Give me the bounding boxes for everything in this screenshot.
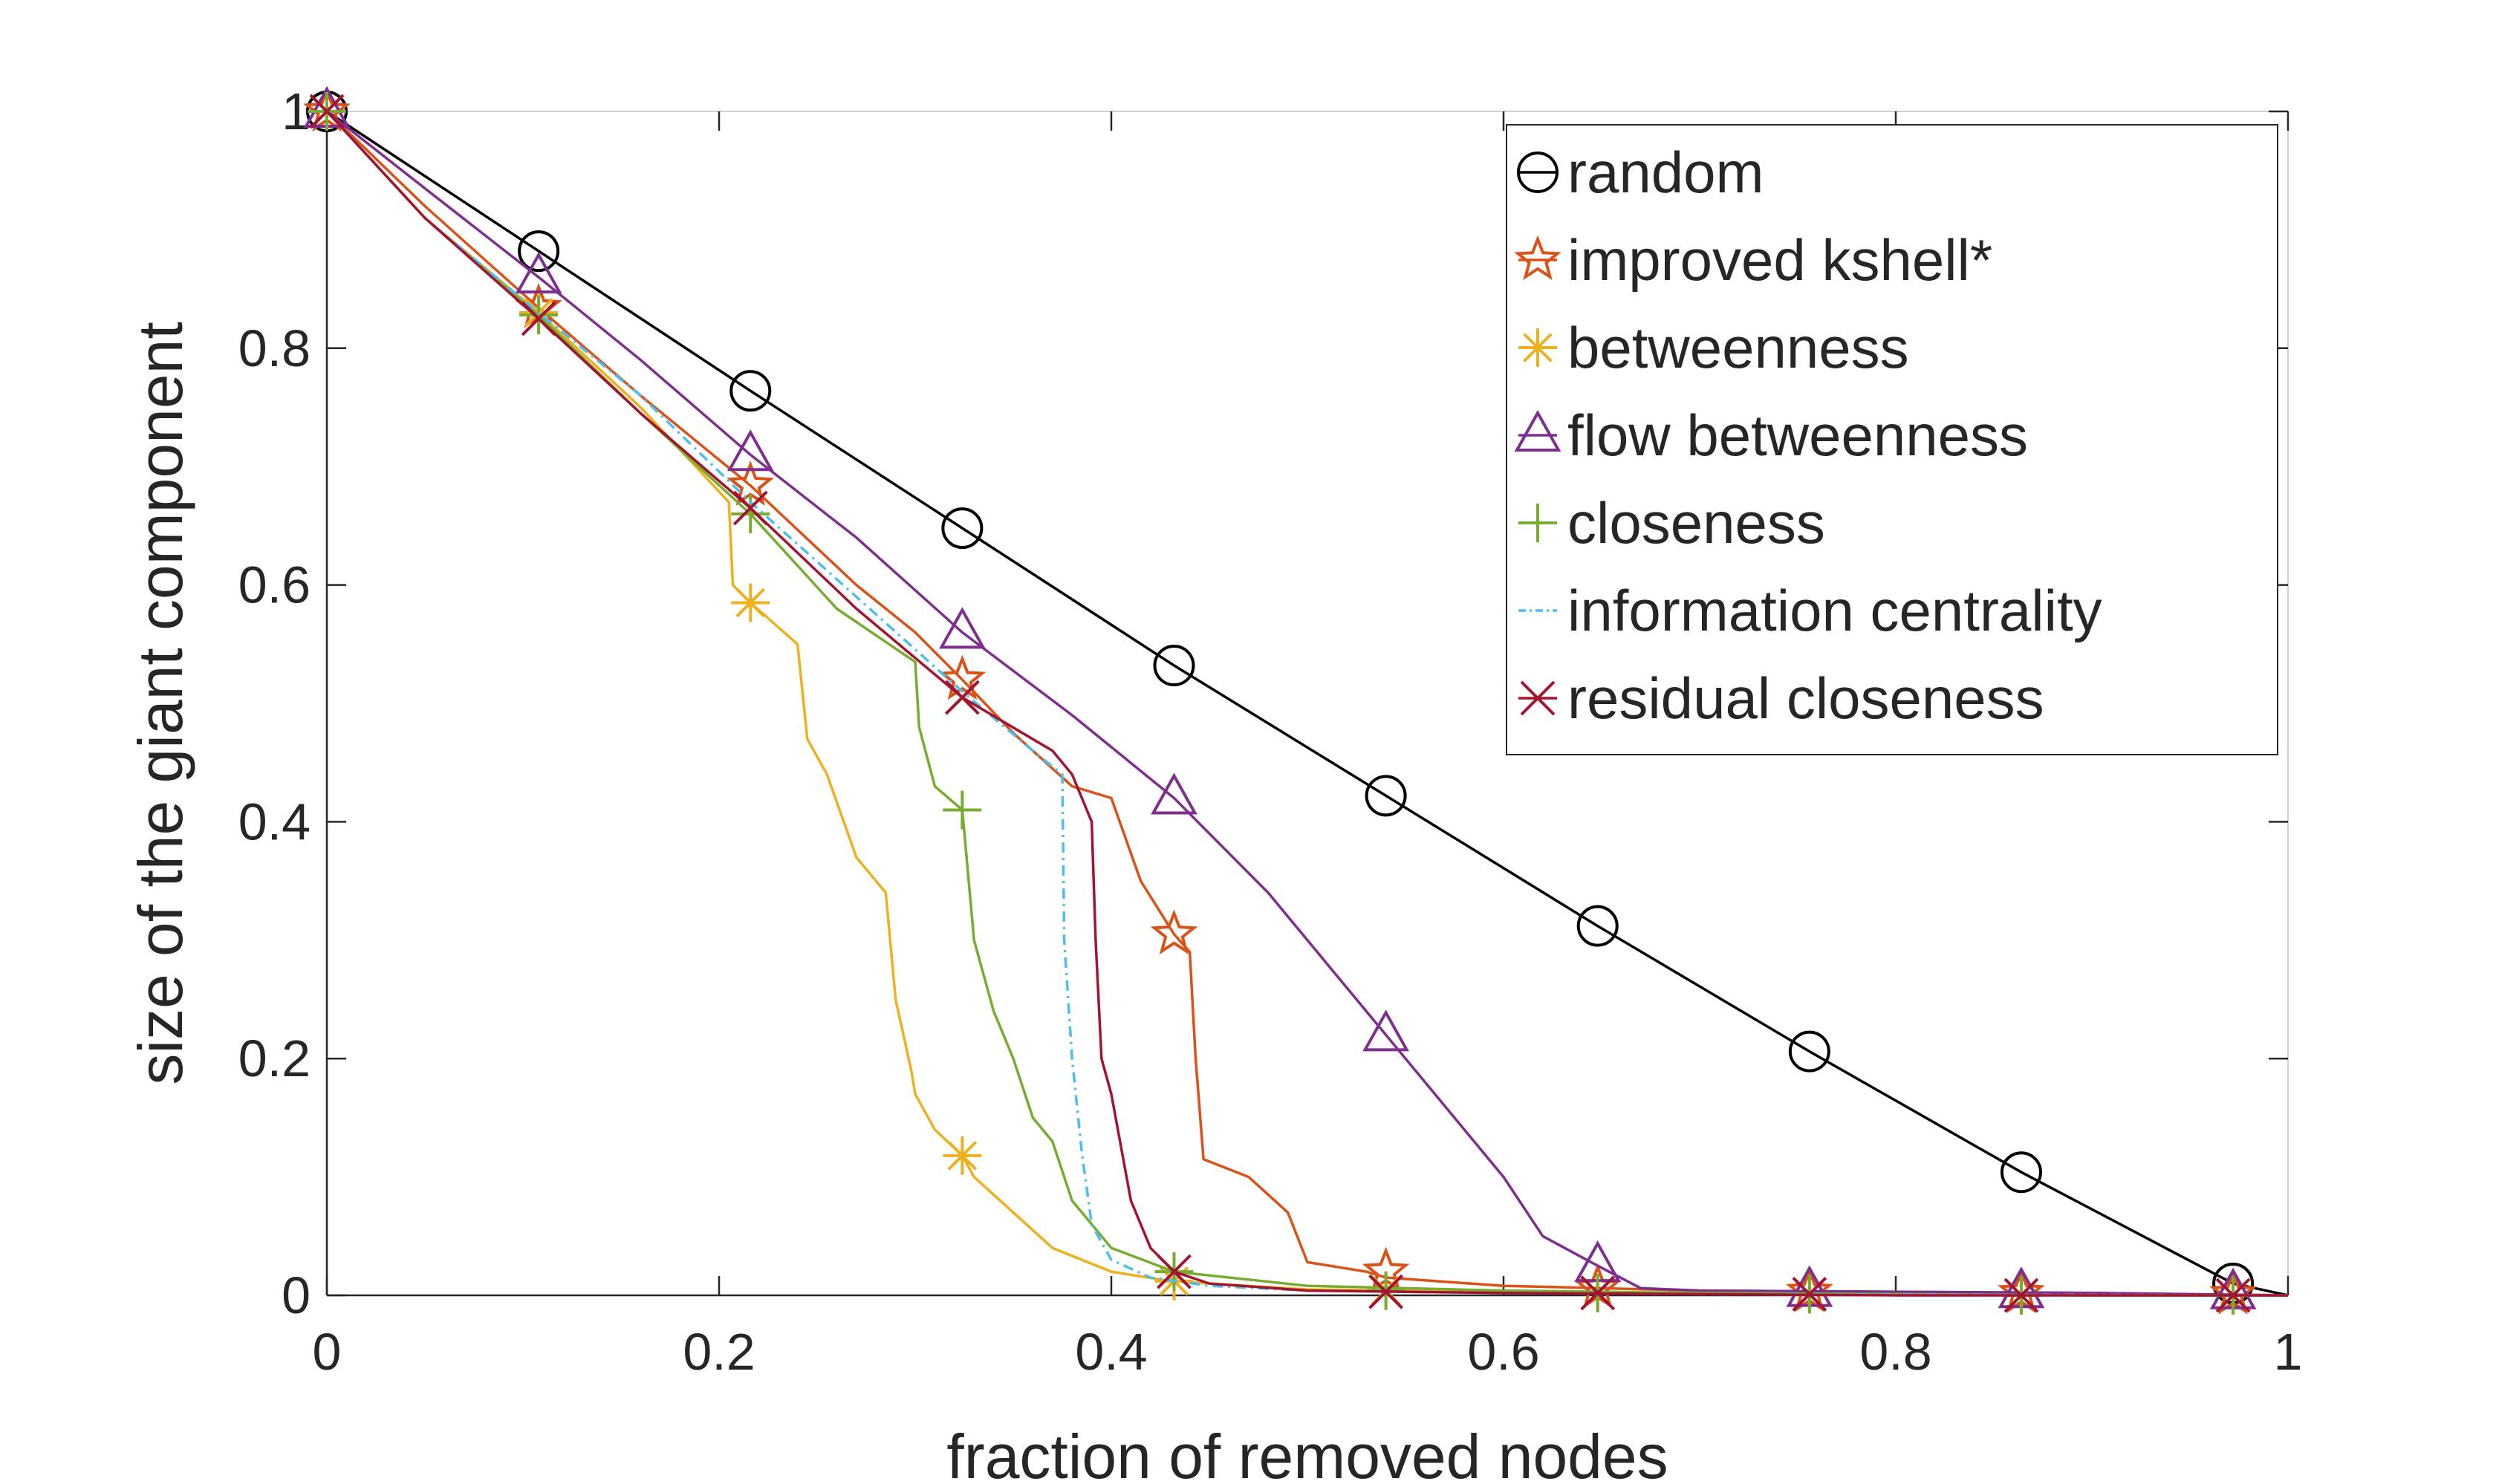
x-axis-label: fraction of removed nodes [946, 1422, 1668, 1484]
series-line-3 [325, 110, 2289, 1297]
data-point-1 [938, 654, 987, 700]
y-tick-label: 0 [282, 1266, 311, 1324]
data-point-6 [1792, 1276, 1827, 1312]
legend-swatch-marker [1517, 152, 1559, 193]
data-point-6 [1157, 1254, 1192, 1289]
series-line-4 [325, 110, 2288, 1297]
y-tick-label: 0.8 [238, 319, 311, 377]
data-point-2 [943, 1136, 982, 1175]
x-tick-label: 0.8 [1859, 1323, 1931, 1381]
legend: random improved kshell* betweenness flow be… [1506, 124, 2278, 755]
legend-label: improved kshell* [1567, 227, 1992, 293]
y-tick-label: 0.2 [238, 1029, 311, 1087]
data-point-6 [944, 680, 980, 715]
data-point-1 [727, 461, 775, 506]
data-point-0 [1153, 644, 1195, 686]
x-tick-label: 0.4 [1075, 1323, 1147, 1381]
y-tick-label: 0.4 [238, 793, 311, 850]
y-tick-label: 0.6 [238, 556, 311, 614]
series-line-1 [325, 110, 2289, 1297]
y-axis-ticks: 0 0.2 0.4 0.6 0.8 1 [238, 82, 2288, 1324]
legend-entry: betweenness [1518, 315, 1909, 380]
legend-box [1506, 124, 2278, 755]
legend-swatch-marker [1514, 235, 1561, 281]
data-point-4 [519, 296, 559, 335]
data-point-3 [938, 607, 986, 649]
legend-entry: random [1517, 140, 1764, 205]
legend-swatch-marker [1518, 328, 1557, 367]
series-layer [303, 85, 2289, 1315]
y-axis-label: size of the giant component [126, 322, 195, 1084]
data-point-4 [943, 790, 982, 830]
legend-entry: closeness [1518, 490, 1825, 556]
x-tick-label: 1 [2274, 1323, 2303, 1381]
x-tick-label: 0 [313, 1323, 342, 1381]
data-point-0 [1576, 905, 1619, 947]
data-point-6 [732, 490, 768, 526]
data-point-3 [515, 252, 562, 294]
x-axis-ticks: 0 0.2 0.4 0.6 0.8 1 [313, 111, 2303, 1381]
legend-entry: improved kshell* [1514, 227, 1992, 293]
legend-swatch-marker [1514, 409, 1561, 452]
data-point-6 [2215, 1278, 2251, 1313]
legend-label: random [1567, 140, 1764, 205]
data-point-6 [309, 94, 345, 129]
legend-entry: information centrality [1518, 578, 2102, 643]
data-point-0 [729, 370, 772, 412]
series-line-6 [325, 110, 2288, 1297]
data-point-6 [1580, 1275, 1616, 1311]
legend-swatch-marker [1520, 680, 1556, 716]
legend-label: residual closeness [1567, 665, 2044, 731]
data-point-0 [2000, 1151, 2042, 1194]
legend-label: closeness [1567, 490, 1825, 556]
x-tick-label: 0.2 [683, 1323, 755, 1381]
legend-label: flow betweenness [1567, 403, 2028, 468]
legend-entry: residual closeness [1518, 665, 2044, 731]
data-point-0 [941, 507, 984, 550]
x-tick-label: 0.6 [1467, 1323, 1539, 1381]
y-tick-label: 1 [282, 82, 311, 140]
legend-label: betweenness [1567, 315, 1909, 380]
data-point-0 [1788, 1030, 1830, 1073]
data-point-1 [1150, 909, 1198, 955]
data-point-6 [1368, 1274, 1404, 1309]
series-line-0 [326, 110, 2289, 1297]
data-point-0 [518, 230, 560, 273]
data-point-6 [2003, 1278, 2039, 1313]
legend-label: information centrality [1567, 578, 2102, 643]
data-point-0 [1365, 775, 1407, 817]
legend-swatch-marker [1518, 504, 1557, 542]
legend-entry: flow betweenness [1514, 403, 2028, 468]
data-point-6 [521, 301, 556, 336]
data-point-2 [731, 583, 770, 622]
data-point-3 [1362, 1009, 1410, 1052]
data-point-3 [1151, 772, 1197, 815]
data-point-3 [727, 429, 774, 472]
